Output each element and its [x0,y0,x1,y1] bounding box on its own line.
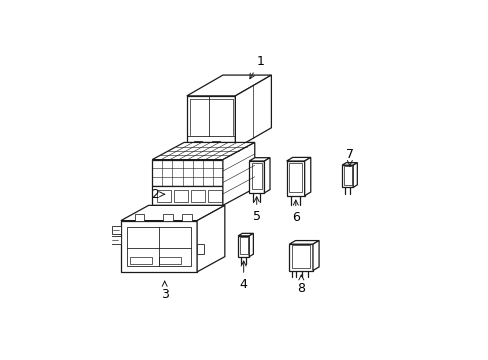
Polygon shape [129,257,152,264]
Polygon shape [211,141,219,149]
Polygon shape [304,157,310,195]
Polygon shape [157,190,170,202]
Polygon shape [292,246,309,268]
Polygon shape [158,205,170,213]
Polygon shape [342,163,357,165]
Polygon shape [163,214,172,221]
Polygon shape [249,233,253,257]
Polygon shape [197,244,203,254]
Polygon shape [286,161,304,195]
Polygon shape [186,75,271,96]
Text: 1: 1 [249,55,264,79]
Polygon shape [179,205,191,213]
Polygon shape [251,163,262,189]
Polygon shape [112,226,121,234]
Polygon shape [193,141,201,149]
Text: 4: 4 [239,261,247,291]
Polygon shape [289,240,319,244]
Polygon shape [289,163,302,192]
Polygon shape [158,257,181,264]
Text: 7: 7 [345,148,353,166]
Polygon shape [249,161,264,193]
Polygon shape [134,214,144,221]
Polygon shape [249,158,269,161]
Polygon shape [223,143,254,205]
Polygon shape [239,237,247,254]
Polygon shape [152,143,254,159]
Polygon shape [352,163,357,187]
Polygon shape [152,186,223,205]
Polygon shape [182,214,191,221]
Text: 3: 3 [161,281,168,301]
Polygon shape [238,236,249,257]
Polygon shape [238,233,253,236]
Polygon shape [191,190,204,202]
Polygon shape [264,158,269,193]
Text: 2: 2 [151,188,164,201]
Polygon shape [121,221,197,272]
Polygon shape [152,159,223,186]
Polygon shape [289,244,312,270]
Polygon shape [343,166,351,185]
Text: 6: 6 [291,200,299,224]
Polygon shape [312,240,319,270]
Polygon shape [286,157,310,161]
Polygon shape [197,205,224,272]
Polygon shape [186,96,235,149]
Polygon shape [121,205,224,221]
Polygon shape [200,205,212,213]
Polygon shape [127,227,191,266]
Polygon shape [208,190,222,202]
Polygon shape [110,236,121,244]
Text: 5: 5 [252,197,260,223]
Polygon shape [174,190,187,202]
Polygon shape [235,75,271,149]
Text: 8: 8 [297,275,305,295]
Polygon shape [342,165,352,187]
